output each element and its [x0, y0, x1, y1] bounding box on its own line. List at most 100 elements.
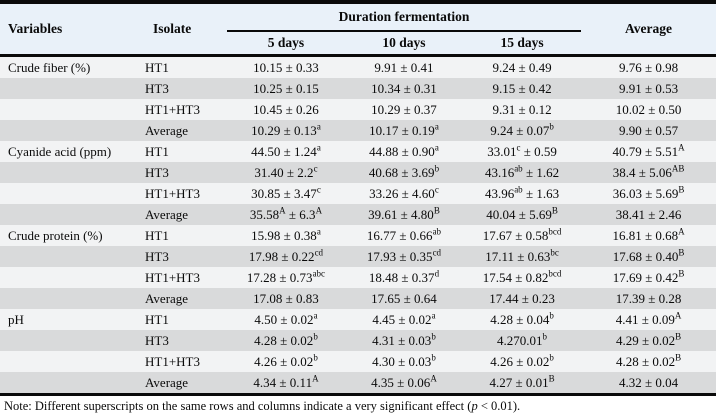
value-cell: 33.01c ± 0.59: [463, 141, 582, 162]
value-cell: 17.98 ± 0.22cd: [227, 246, 345, 267]
value-cell: 4.32 ± 0.04: [581, 372, 716, 395]
table-row: Average 10.29 ± 0.13a 10.17 ± 0.19a 9.24 ± …: [0, 120, 716, 141]
value-cell: 17.65 ± 0.64: [345, 288, 463, 309]
isolate-cell: HT1+HT3: [145, 267, 227, 288]
variable-cell: [0, 162, 145, 183]
note-prefix: Note: Different superscripts on the same…: [4, 399, 472, 413]
variable-cell: [0, 99, 145, 120]
value-cell: 4.270.01b: [463, 330, 582, 351]
isolate-cell: HT1+HT3: [145, 99, 227, 120]
value-cell: 17.93 ± 0.35cd: [345, 246, 463, 267]
value-cell: 17.69 ± 0.42B: [581, 267, 716, 288]
col-header-duration-fermentation: Duration fermentation: [227, 2, 582, 32]
value-cell: 18.48 ± 0.37d: [345, 267, 463, 288]
variable-cell: [0, 288, 145, 309]
table-row: HT1+HT3 17.28 ± 0.73abc 18.48 ± 0.37d 17.54…: [0, 267, 716, 288]
isolate-cell: HT1+HT3: [145, 351, 227, 372]
isolate-cell: Average: [145, 120, 227, 141]
variable-cell: [0, 330, 145, 351]
variable-cell: [0, 183, 145, 204]
isolate-cell: HT3: [145, 78, 227, 99]
table-row: Average 17.08 ± 0.83 17.65 ± 0.64 17.44 ± 0…: [0, 288, 716, 309]
value-cell: 4.28 ± 0.04b: [463, 309, 582, 330]
value-cell: 9.15 ± 0.42: [463, 78, 582, 99]
isolate-cell: HT3: [145, 330, 227, 351]
col-header-variables: Variables: [0, 2, 145, 56]
value-cell: 43.96ab ± 1.63: [463, 183, 582, 204]
table-row: Average 4.34 ± 0.11A 4.35 ± 0.06A 4.27 ± 0.…: [0, 372, 716, 395]
value-cell: 9.90 ± 0.57: [581, 120, 716, 141]
variable-cell: Crude protein (%): [0, 225, 145, 246]
value-cell: 4.26 ± 0.02b: [463, 351, 582, 372]
variable-cell: [0, 246, 145, 267]
value-cell: 4.35 ± 0.06A: [345, 372, 463, 395]
value-cell: 4.29 ± 0.02B: [581, 330, 716, 351]
value-cell: 10.02 ± 0.50: [581, 99, 716, 120]
variable-cell: [0, 351, 145, 372]
isolate-cell: HT1: [145, 141, 227, 162]
variable-cell: Crude fiber (%): [0, 55, 145, 78]
table-row: Crude fiber (%) HT1 10.15 ± 0.33 9.91 ± 0.4…: [0, 55, 716, 78]
variable-cell: pH: [0, 309, 145, 330]
table-row: HT1+HT3 4.26 ± 0.02b 4.30 ± 0.03b 4.26 ± 0.…: [0, 351, 716, 372]
variable-cell: [0, 78, 145, 99]
col-header-5-days: 5 days: [227, 31, 345, 56]
value-cell: 16.77 ± 0.66ab: [345, 225, 463, 246]
value-cell: 17.28 ± 0.73abc: [227, 267, 345, 288]
variable-cell: [0, 120, 145, 141]
value-cell: 16.81 ± 0.68A: [581, 225, 716, 246]
isolate-cell: HT1+HT3: [145, 183, 227, 204]
value-cell: 40.79 ± 5.51A: [581, 141, 716, 162]
col-header-isolate: Isolate: [145, 2, 227, 56]
value-cell: 4.30 ± 0.03b: [345, 351, 463, 372]
isolate-cell: Average: [145, 288, 227, 309]
col-header-10-days: 10 days: [345, 31, 463, 56]
value-cell: 35.58A ± 6.3A: [227, 204, 345, 225]
value-cell: 9.76 ± 0.98: [581, 55, 716, 78]
value-cell: 39.61 ± 4.80B: [345, 204, 463, 225]
note-p-symbol: p: [471, 399, 478, 413]
table-row: Crude protein (%) HT1 15.98 ± 0.38a 16.77 ±…: [0, 225, 716, 246]
value-cell: 17.68 ± 0.40B: [581, 246, 716, 267]
table-row: HT3 10.25 ± 0.15 10.34 ± 0.31 9.15 ± 0.42 9.…: [0, 78, 716, 99]
value-cell: 10.29 ± 0.37: [345, 99, 463, 120]
variable-cell: [0, 372, 145, 395]
value-cell: 10.34 ± 0.31: [345, 78, 463, 99]
value-cell: 10.25 ± 0.15: [227, 78, 345, 99]
value-cell: 10.15 ± 0.33: [227, 55, 345, 78]
value-cell: 10.17 ± 0.19a: [345, 120, 463, 141]
isolate-cell: HT3: [145, 162, 227, 183]
isolate-cell: HT1: [145, 309, 227, 330]
isolate-cell: HT3: [145, 246, 227, 267]
value-cell: 36.03 ± 5.69B: [581, 183, 716, 204]
value-cell: 9.91 ± 0.41: [345, 55, 463, 78]
value-cell: 4.27 ± 0.01B: [463, 372, 582, 395]
value-cell: 17.11 ± 0.63bc: [463, 246, 582, 267]
value-cell: 31.40 ± 2.2c: [227, 162, 345, 183]
table-row: Cyanide acid (ppm) HT1 44.50 ± 1.24a 44.88 …: [0, 141, 716, 162]
value-cell: 15.98 ± 0.38a: [227, 225, 345, 246]
value-cell: 38.41 ± 2.46: [581, 204, 716, 225]
value-cell: 38.4 ± 5.06AB: [581, 162, 716, 183]
value-cell: 9.24 ± 0.49: [463, 55, 582, 78]
isolate-cell: HT1: [145, 55, 227, 78]
col-header-15-days: 15 days: [463, 31, 582, 56]
value-cell: 17.67 ± 0.58bcd: [463, 225, 582, 246]
isolate-cell: Average: [145, 372, 227, 395]
table-header: Variables Isolate Duration fermentation …: [0, 2, 716, 56]
variable-cell: [0, 204, 145, 225]
value-cell: 40.68 ± 3.69b: [345, 162, 463, 183]
variable-cell: Cyanide acid (ppm): [0, 141, 145, 162]
table-row: HT3 4.28 ± 0.02b 4.31 ± 0.03b 4.270.01b 4.29…: [0, 330, 716, 351]
isolate-cell: Average: [145, 204, 227, 225]
value-cell: 44.50 ± 1.24a: [227, 141, 345, 162]
col-header-average: Average: [581, 2, 716, 56]
fermentation-table: Variables Isolate Duration fermentation …: [0, 0, 716, 396]
table-row: Average 35.58A ± 6.3A 39.61 ± 4.80B 40.04 ±…: [0, 204, 716, 225]
value-cell: 9.31 ± 0.12: [463, 99, 582, 120]
value-cell: 43.16ab ± 1.62: [463, 162, 582, 183]
table-row: HT1+HT3 10.45 ± 0.26 10.29 ± 0.37 9.31 ± 0.…: [0, 99, 716, 120]
value-cell: 4.34 ± 0.11A: [227, 372, 345, 395]
value-cell: 4.28 ± 0.02b: [227, 330, 345, 351]
